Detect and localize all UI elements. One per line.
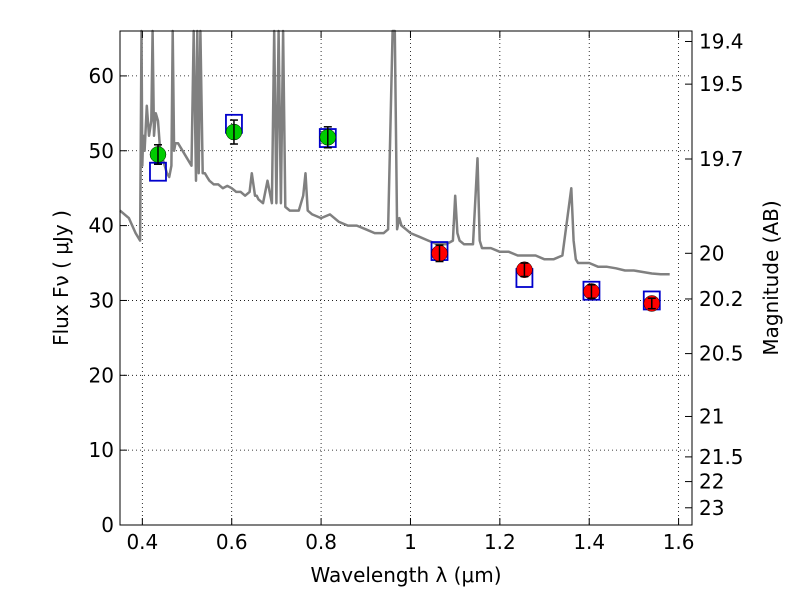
y2-tick-label: 22 [699, 470, 724, 494]
y-tick-label: 10 [89, 438, 114, 462]
y2-tick-label: 19.5 [699, 72, 744, 96]
y2-tick-label: 20 [699, 241, 724, 265]
x-axis-label: Wavelength λ (μm) [310, 563, 501, 587]
y2-tick-label: 20.5 [699, 342, 744, 366]
x-tick-label: 1.6 [663, 530, 695, 554]
x-tick-label: 1 [404, 530, 417, 554]
spectrum-line [119, 29, 670, 276]
y-axis-ticks: 0 10 20 30 40 50 60 [89, 64, 127, 537]
y2-tick-label: 21 [699, 404, 724, 428]
model-spectrum [119, 29, 670, 276]
y2-tick-label: 19.7 [699, 147, 744, 171]
plot-frame [119, 30, 693, 526]
x-tick-label: 0.6 [216, 530, 248, 554]
x-tick-label: 1.2 [484, 530, 516, 554]
photometry-points [149, 119, 661, 312]
y2-axis-label: Magnitude (AB) [759, 200, 783, 355]
y2-tick-label: 23 [699, 496, 724, 520]
y-axis-label: Flux Fν ( μJy ) [49, 210, 73, 346]
x-axis-ticks: 0.4 0.6 0.8 1 1.2 1.4 1.6 [126, 31, 695, 554]
y-tick-label: 30 [89, 288, 114, 312]
y-tick-label: 40 [89, 214, 114, 238]
y-tick-label: 0 [101, 513, 114, 537]
plot-area [120, 31, 692, 525]
y-tick-label: 60 [89, 64, 114, 88]
y-tick-label: 50 [89, 139, 114, 163]
y2-tick-label: 20.2 [699, 287, 744, 311]
y-tick-label: 20 [89, 363, 114, 387]
x-tick-label: 0.4 [126, 530, 158, 554]
y2-tick-label: 21.5 [699, 445, 744, 469]
x-tick-label: 0.8 [305, 530, 337, 554]
y2-tick-label: 19.4 [699, 29, 744, 53]
x-tick-label: 1.4 [573, 530, 605, 554]
